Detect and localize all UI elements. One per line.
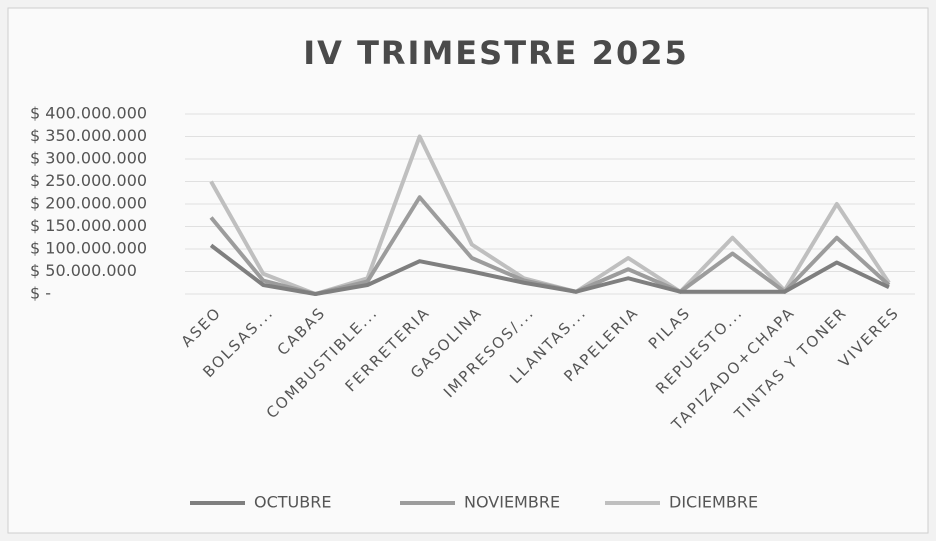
y-tick-label: $ 300.000.000 xyxy=(30,149,147,168)
y-tick-label: $ 200.000.000 xyxy=(30,194,147,213)
chart-title: IV TRIMESTRE 2025 xyxy=(303,34,688,72)
legend-label: NOVIEMBRE xyxy=(464,493,560,512)
y-tick-label: $ 400.000.000 xyxy=(30,104,147,123)
series-line xyxy=(209,243,890,296)
y-tick-label: $ 350.000.000 xyxy=(30,126,147,145)
legend-label: DICIEMBRE xyxy=(669,493,758,512)
y-tick-label: $ 150.000.000 xyxy=(30,216,147,235)
y-tick-label: $ 50.000.000 xyxy=(30,261,137,280)
y-tick-label: $ - xyxy=(30,284,51,303)
y-tick-label: $ 250.000.000 xyxy=(30,171,147,190)
legend-label: OCTUBRE xyxy=(254,493,331,512)
y-tick-label: $ 100.000.000 xyxy=(30,239,147,258)
